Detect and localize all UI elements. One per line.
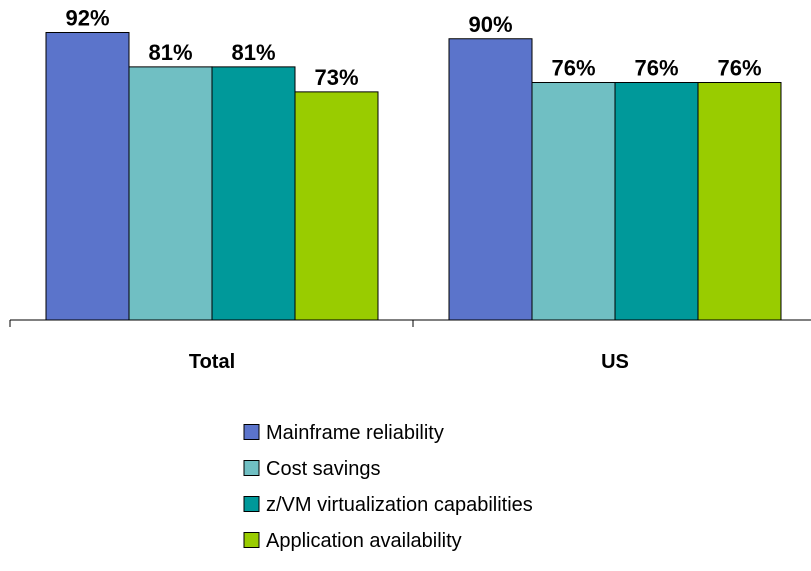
data-label-us-cost-savings: 76% bbox=[551, 56, 595, 81]
chart-x-axis bbox=[9, 319, 811, 327]
category-label-total: Total bbox=[189, 351, 235, 373]
chart-category-labels: Total US bbox=[189, 351, 629, 373]
legend-swatch-cost-savings bbox=[243, 460, 260, 476]
legend-swatch-application-availability bbox=[243, 532, 260, 548]
bar-us-z-vm-virtualization-capabilities bbox=[614, 82, 699, 321]
legend-label-mainframe-reliability: Mainframe reliability bbox=[266, 422, 444, 444]
legend-label-cost-savings: Cost savings bbox=[266, 458, 381, 480]
legend-label-application-availability: Application availability bbox=[266, 530, 462, 552]
legend-swatch-z-vm-virtualization-capabilities bbox=[243, 496, 260, 512]
category-label-us: US bbox=[601, 351, 629, 373]
bar-us-cost-savings bbox=[531, 82, 616, 321]
data-label-total-z-vm-virtualization-capabilities: 81% bbox=[231, 40, 275, 65]
bar-total-z-vm-virtualization-capabilities bbox=[211, 66, 296, 321]
data-label-us-mainframe-reliability: 90% bbox=[468, 12, 512, 37]
bar-total-mainframe-reliability bbox=[45, 32, 130, 321]
bar-total-cost-savings bbox=[128, 66, 213, 321]
bar-us-mainframe-reliability bbox=[448, 38, 533, 321]
legend-swatch-mainframe-reliability bbox=[243, 424, 260, 440]
chart-data-labels: 92% 81% 81% 73% 90% 76% 76% 76% bbox=[65, 6, 761, 90]
bar-us-application-availability bbox=[697, 82, 782, 321]
data-label-total-cost-savings: 81% bbox=[148, 40, 192, 65]
chart-bars bbox=[45, 32, 782, 321]
bar-total-application-availability bbox=[294, 91, 379, 321]
data-label-us-z-vm-virtualization-capabilities: 76% bbox=[634, 56, 678, 81]
data-label-total-mainframe-reliability: 92% bbox=[65, 6, 109, 31]
data-label-total-application-availability: 73% bbox=[314, 65, 358, 90]
chart-legend: Mainframe reliability Cost savings z/VM vi… bbox=[243, 422, 533, 552]
data-label-us-application-availability: 76% bbox=[717, 56, 761, 81]
legend-label-z-vm-virtualization-capabilities: z/VM virtualization capabilities bbox=[266, 494, 533, 516]
